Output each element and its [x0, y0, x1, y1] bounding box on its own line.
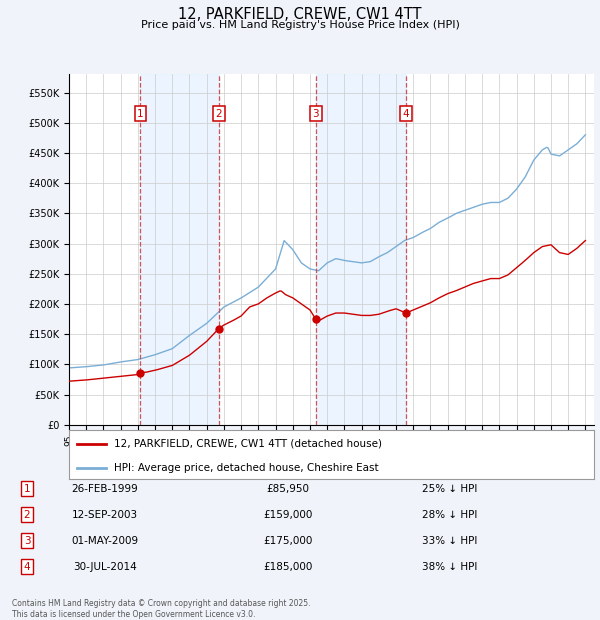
- Text: 25% ↓ HPI: 25% ↓ HPI: [422, 484, 478, 494]
- Text: £185,000: £185,000: [263, 562, 313, 572]
- Text: £159,000: £159,000: [263, 510, 313, 520]
- Text: 1: 1: [23, 484, 31, 494]
- Text: 38% ↓ HPI: 38% ↓ HPI: [422, 562, 478, 572]
- Text: 3: 3: [23, 536, 31, 546]
- Text: Contains HM Land Registry data © Crown copyright and database right 2025.
This d: Contains HM Land Registry data © Crown c…: [12, 600, 311, 619]
- Text: 26-FEB-1999: 26-FEB-1999: [71, 484, 139, 494]
- Text: Price paid vs. HM Land Registry's House Price Index (HPI): Price paid vs. HM Land Registry's House …: [140, 20, 460, 30]
- Text: 12, PARKFIELD, CREWE, CW1 4TT (detached house): 12, PARKFIELD, CREWE, CW1 4TT (detached …: [113, 439, 382, 449]
- Bar: [316, 74, 406, 425]
- Text: 12, PARKFIELD, CREWE, CW1 4TT: 12, PARKFIELD, CREWE, CW1 4TT: [178, 7, 422, 22]
- Text: £175,000: £175,000: [263, 536, 313, 546]
- Text: 28% ↓ HPI: 28% ↓ HPI: [422, 510, 478, 520]
- Text: 1: 1: [137, 108, 144, 118]
- Text: 4: 4: [23, 562, 31, 572]
- Text: 12-SEP-2003: 12-SEP-2003: [72, 510, 138, 520]
- Text: £85,950: £85,950: [266, 484, 310, 494]
- Text: 30-JUL-2014: 30-JUL-2014: [73, 562, 137, 572]
- Text: 2: 2: [23, 510, 31, 520]
- Text: 33% ↓ HPI: 33% ↓ HPI: [422, 536, 478, 546]
- Text: 3: 3: [313, 108, 319, 118]
- Text: 01-MAY-2009: 01-MAY-2009: [71, 536, 139, 546]
- Text: 2: 2: [215, 108, 222, 118]
- Text: 4: 4: [403, 108, 409, 118]
- Bar: [140, 74, 219, 425]
- Text: HPI: Average price, detached house, Cheshire East: HPI: Average price, detached house, Ches…: [113, 463, 378, 473]
